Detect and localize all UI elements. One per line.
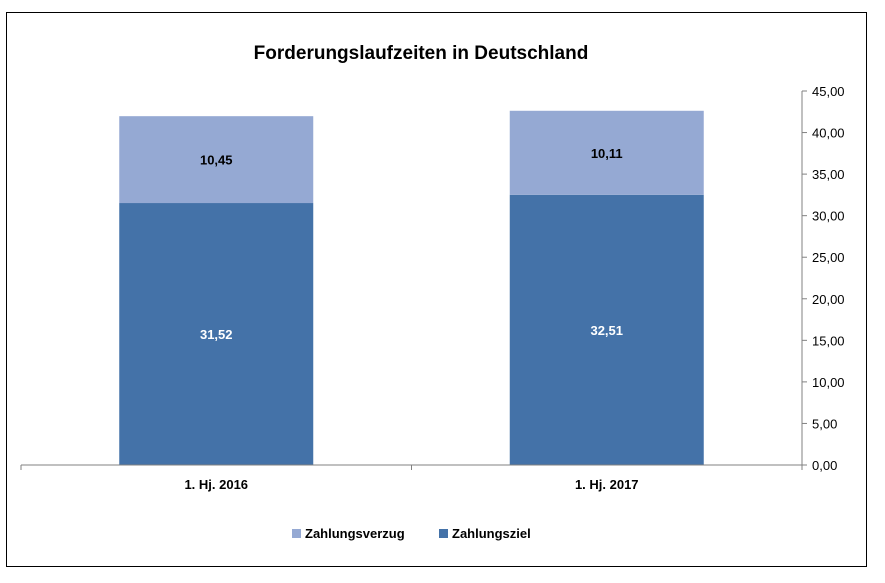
data-label-zahlungsziel-1: 31,52: [200, 327, 233, 342]
bars-group: [119, 110, 704, 465]
x-tick-label: 1. Hj. 2017: [575, 477, 639, 492]
y-tick-label: 45,00: [812, 84, 845, 99]
stacked-bar-chart: Forderungslaufzeiten in Deutschland 31,5…: [20, 43, 845, 541]
legend-group: Zahlungsverzug Zahlungsziel: [292, 526, 531, 541]
bar-labels-group: 31,52 10,45 32,51 10,11: [200, 146, 623, 342]
chart-title: Forderungslaufzeiten in Deutschland: [254, 43, 589, 64]
legend-swatch-zahlungsziel: [439, 529, 448, 538]
data-label-zahlungsverzug-1: 10,45: [200, 153, 233, 168]
y-tick-label: 0,00: [812, 458, 837, 473]
legend-label-zahlungsverzug: Zahlungsverzug: [305, 526, 405, 541]
y-tick-label: 5,00: [812, 416, 837, 431]
y-tick-label: 25,00: [812, 250, 845, 265]
y-tick-label: 35,00: [812, 167, 845, 182]
bar-zahlungsziel-1: [119, 203, 314, 465]
bar-zahlungsverzug-2: [509, 110, 704, 195]
chart-frame: Forderungslaufzeiten in Deutschland 31,5…: [6, 12, 867, 567]
legend-label-zahlungsziel: Zahlungsziel: [452, 526, 531, 541]
bar-zahlungsziel-2: [509, 194, 704, 465]
x-tick-label: 1. Hj. 2016: [184, 477, 248, 492]
data-label-zahlungsziel-2: 32,51: [590, 323, 623, 338]
y-tick-label: 15,00: [812, 333, 845, 348]
y-tick-label: 30,00: [812, 209, 845, 224]
y-tick-label: 40,00: [812, 126, 845, 141]
y-tick-label: 20,00: [812, 292, 845, 307]
bar-zahlungsverzug-1: [119, 116, 314, 204]
data-label-zahlungsverzug-2: 10,11: [591, 146, 623, 161]
y-tick-label: 10,00: [812, 375, 845, 390]
legend-swatch-zahlungsverzug: [292, 529, 301, 538]
axes-group: 1. Hj. 2016 1. Hj. 2017 0,00 5,00 10,00 15,00…: [20, 84, 845, 492]
